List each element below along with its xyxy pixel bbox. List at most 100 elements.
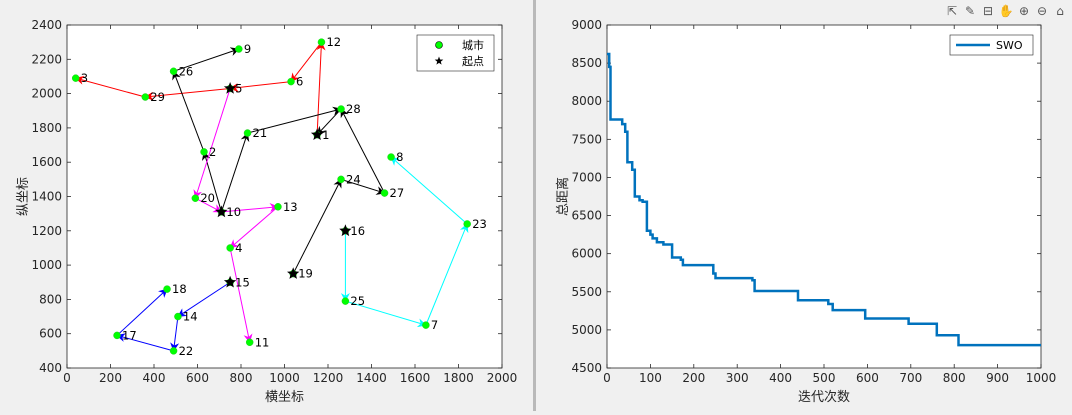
route-arrow: [247, 106, 342, 134]
legend-swo-label: SWO: [996, 39, 1023, 52]
legend-start-label: 起点: [462, 55, 484, 68]
conv-x-tick-label: 900: [986, 371, 1009, 385]
route-arrow: [229, 247, 253, 344]
route-y-tick-label: 2400: [31, 18, 62, 32]
route-x-tick-label: 600: [186, 371, 209, 385]
route-arrow: [116, 288, 168, 336]
route-y-tick-label: 1800: [31, 121, 62, 135]
route-x-tick-label: 1600: [400, 371, 431, 385]
pan-icon[interactable]: ✋: [998, 4, 1014, 18]
route-arrow: [340, 178, 386, 195]
route-arrow: [172, 70, 205, 153]
city-label: 23: [472, 217, 487, 231]
zoom-out-icon[interactable]: ⊖: [1036, 4, 1048, 18]
city-label: 8: [396, 150, 403, 164]
legend-start-marker: [434, 56, 444, 65]
city-point: [71, 74, 80, 82]
route-y-axis-label: 纵坐标: [16, 177, 31, 216]
route-plot-area: [67, 25, 502, 368]
city-point: [174, 312, 182, 321]
route-arrow: [229, 206, 279, 249]
route-y-tick-label: 800: [39, 292, 62, 306]
route-arrow: [193, 88, 231, 200]
city-label: 20: [200, 191, 215, 205]
legend-city-marker: [435, 41, 443, 49]
route-x-tick-label: 1000: [269, 371, 300, 385]
city-point: [200, 148, 208, 156]
convergence-figure: ⇱ ✎ ⊟ ✋ ⊕ ⊖ ⌂ 0 100 200 300 400 500 600 700 800 9…: [536, 0, 1072, 411]
conv-x-tick-label: 1000: [1026, 371, 1057, 385]
route-x-tick-label: 800: [230, 371, 253, 385]
route-arrow: [173, 47, 240, 72]
city-label: 9: [244, 42, 251, 56]
city-label: 21: [253, 126, 268, 140]
city-point: [113, 331, 121, 340]
city-point: [191, 194, 200, 202]
route-legend: [416, 34, 495, 72]
start-point: [215, 205, 228, 218]
conv-legend: [949, 34, 1034, 56]
route-y-tick-label: 2200: [31, 52, 62, 66]
zoom-in-icon[interactable]: ⊕: [1018, 4, 1030, 18]
route-arrow: [425, 223, 469, 326]
city-point: [337, 175, 345, 184]
conv-y-tick-label: 7000: [571, 170, 602, 184]
city-label: 28: [346, 102, 361, 116]
route-y-tick-label: 1000: [31, 258, 62, 272]
city-label: 2: [209, 145, 216, 159]
route-axes-box: [66, 24, 503, 369]
start-point: [339, 224, 352, 237]
city-point: [317, 38, 326, 46]
city-label: 19: [298, 267, 313, 281]
city-label: 17: [122, 328, 137, 342]
city-point: [163, 285, 171, 293]
city-label: 25: [350, 294, 365, 308]
city-label: 3: [81, 71, 88, 85]
export-icon[interactable]: ⇱: [946, 4, 958, 18]
route-arrow: [340, 108, 385, 194]
city-point: [226, 244, 234, 252]
conv-y-tick-label: 5000: [571, 323, 602, 337]
axes-toolbar: ⇱ ✎ ⊟ ✋ ⊕ ⊖ ⌂: [944, 2, 1068, 22]
conv-axes-box: [606, 24, 1042, 369]
city-point: [274, 203, 282, 211]
route-y-tick-label: 600: [39, 327, 62, 341]
route-x-tick-label: 1200: [313, 371, 344, 385]
route-arrow: [316, 108, 342, 136]
route-x-tick-label: 0: [63, 371, 71, 385]
datatip-icon[interactable]: ⊟: [982, 4, 994, 18]
city-label: 16: [350, 224, 365, 238]
city-label: 10: [226, 205, 241, 219]
city-point: [337, 105, 345, 113]
home-icon[interactable]: ⌂: [1056, 4, 1064, 18]
city-point: [341, 297, 350, 305]
route-arrow: [74, 75, 146, 98]
brush-icon[interactable]: ✎: [964, 4, 976, 18]
city-label: 6: [296, 75, 303, 89]
city-label: 15: [235, 275, 250, 289]
city-point: [422, 321, 430, 329]
city-point: [245, 338, 254, 347]
conv-x-tick-label: 300: [726, 371, 749, 385]
start-point: [223, 82, 237, 94]
route-x-axis-label: 横坐标: [265, 390, 304, 405]
conv-y-tick-label: 7500: [571, 132, 602, 146]
city-label: 27: [390, 186, 405, 200]
conv-x-tick-label: 800: [943, 371, 966, 385]
conv-x-tick-label: 100: [639, 371, 662, 385]
route-arrow: [170, 316, 180, 352]
conv-x-tick-label: 600: [856, 371, 879, 385]
city-label: 4: [235, 241, 242, 255]
series-line-swo: [607, 52, 1041, 347]
route-arrow: [345, 300, 427, 328]
conv-y-tick-label: 6500: [571, 209, 602, 223]
conv-y-tick-label: 8500: [571, 56, 602, 70]
conv-y-tick-label: 4500: [571, 361, 602, 375]
conv-y-tick-label: 5500: [571, 285, 602, 299]
route-arrow: [290, 41, 322, 83]
city-label: 24: [346, 172, 361, 186]
panel-divider[interactable]: [533, 0, 536, 411]
route-figure: 0 200 400 600 800 1000 1200 1400 1600 1800 2000 400…: [0, 0, 532, 411]
route-arrow: [144, 87, 231, 101]
start-point: [310, 128, 324, 140]
